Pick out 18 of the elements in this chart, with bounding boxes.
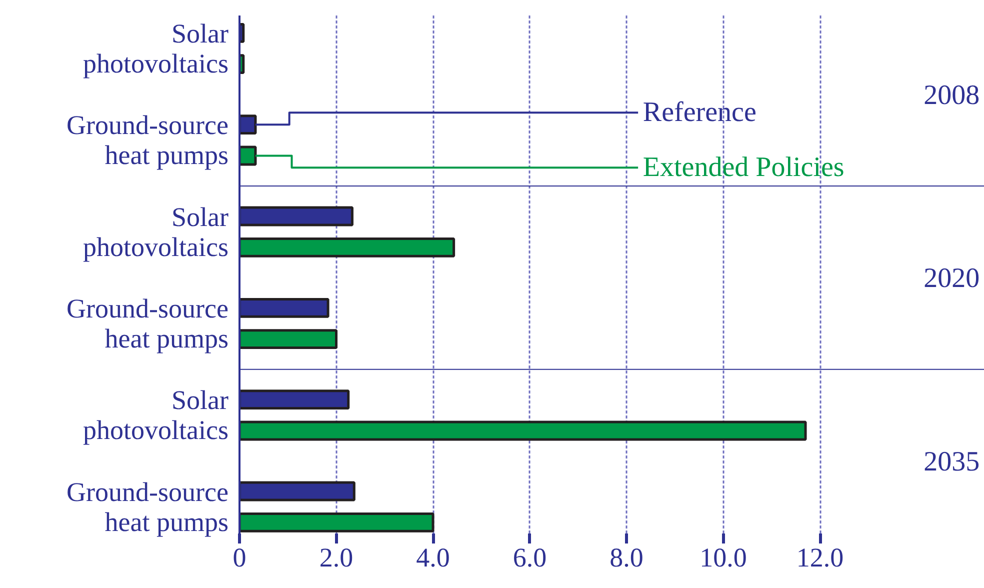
- text: Reference: [642, 97, 756, 128]
- y-tick-label: Solar photovoltaics: [83, 202, 229, 262]
- x-tick-label: 10.0: [700, 542, 747, 572]
- y-tick-label: Ground-source heat pumps: [66, 110, 229, 170]
- text: Extended Policies: [642, 152, 844, 184]
- annotation: 2020: [924, 263, 980, 294]
- x-tick-label: 2.0: [319, 542, 354, 572]
- y-tick-label: Solar photovoltaics: [83, 385, 229, 446]
- annotation: 2035: [924, 446, 980, 478]
- x-tick-label: 12.0: [796, 542, 844, 572]
- y-tick-label: Ground-source heat pumps: [66, 476, 229, 537]
- x-tick-label: 4.0: [416, 542, 450, 572]
- x-tick-label: 8.0: [610, 542, 644, 572]
- x-tick-label: 0: [232, 542, 246, 572]
- y-tick-label: Ground-source heat pumps: [66, 294, 229, 354]
- annotation: 2008: [924, 80, 980, 111]
- y-tick-label: Solar photovoltaics: [83, 18, 229, 78]
- x-tick-label: 6.0: [512, 542, 547, 572]
